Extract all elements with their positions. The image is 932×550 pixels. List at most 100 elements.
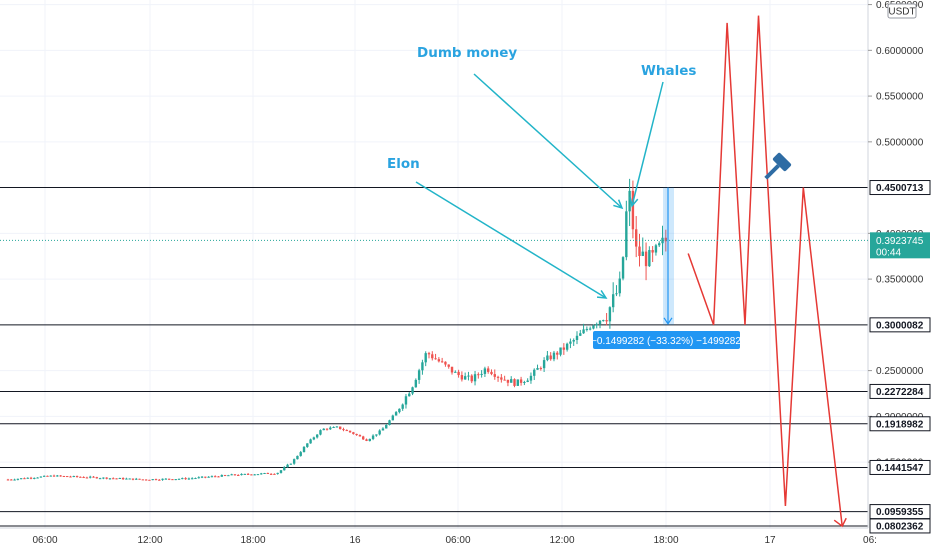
candle-body-106 [355, 433, 358, 436]
candle-body-25 [89, 476, 92, 478]
gavel-handle [764, 164, 780, 180]
countdown-label: 00:44 [876, 247, 901, 258]
candle-body-135 [450, 366, 454, 373]
candle-body-27 [95, 477, 99, 479]
candle-body-99 [332, 426, 335, 428]
candle-body-187 [621, 257, 625, 279]
candle-body-31 [108, 478, 112, 480]
candle-body-176 [585, 328, 589, 330]
candle-body-86 [289, 463, 293, 465]
candle-body-43 [148, 479, 151, 481]
candle-body-124 [414, 379, 418, 388]
candle-body-121 [404, 396, 408, 405]
candle-body-159 [529, 375, 533, 381]
candle-body-45 [154, 479, 158, 481]
candle-body-182 [605, 320, 608, 322]
measure-tool[interactable]: −0.1499282 (−33.32%) −1499282 [591, 187, 741, 349]
candle-body-183 [608, 307, 612, 322]
candle-body-195 [648, 250, 651, 267]
candle-body-192 [638, 246, 641, 256]
measure-arrow-head [663, 317, 673, 325]
time-axis[interactable]: 06:00 12:00 18:00 16 06:00 12:00 18:00 17 06: [0, 527, 877, 550]
candle-body-38 [131, 478, 135, 480]
candle-body-126 [421, 362, 424, 371]
candle-body-32 [112, 478, 115, 480]
candle-body-65 [220, 475, 223, 477]
candle-body-0 [6, 479, 10, 481]
candle-body-179 [595, 324, 598, 326]
candle-body-5 [23, 478, 26, 480]
candle-body-30 [105, 477, 108, 479]
candle-body-94 [315, 434, 319, 438]
candle-body-78 [263, 473, 266, 475]
candle-body-102 [342, 429, 345, 431]
candle-body-152 [506, 379, 510, 383]
candle-body-24 [85, 477, 89, 479]
candle-body-95 [319, 430, 322, 435]
candle-body-47 [161, 478, 164, 480]
level-label: 0.0802362 [876, 521, 924, 532]
candle-body-96 [322, 428, 325, 431]
candle-body-119 [398, 408, 401, 413]
candle-body-199 [661, 237, 664, 244]
candle-body-98 [329, 427, 332, 430]
candle-body-55 [187, 478, 191, 480]
candle-body-57 [194, 478, 197, 480]
candle-body-77 [260, 473, 263, 475]
currency-badge[interactable] [887, 3, 917, 19]
x-tick-label: 17 [764, 535, 776, 546]
grid [0, 0, 871, 528]
projection-path [687, 15, 843, 527]
candle-body-181 [602, 320, 605, 322]
candle-body-40 [138, 478, 141, 480]
candle-body-72 [243, 473, 247, 475]
candle-body-162 [539, 368, 543, 370]
candle-body-109 [365, 439, 368, 441]
candle-body-196 [651, 250, 654, 253]
candle-body-23 [82, 477, 85, 479]
level-label: 0.1918982 [876, 419, 924, 430]
level-label-box [869, 416, 931, 432]
candle-body-81 [273, 473, 276, 475]
candle-body-193 [641, 251, 644, 256]
candle-body-188 [625, 211, 628, 258]
candle-body-85 [286, 464, 289, 468]
candle-body-141 [470, 375, 473, 382]
time-axis-bg [0, 528, 868, 550]
candle-body-153 [510, 379, 513, 383]
candle-body-58 [197, 477, 200, 479]
candle-body-133 [444, 361, 447, 365]
candle-body-64 [217, 476, 220, 478]
candle-body-12 [46, 475, 49, 477]
candle-body-185 [615, 293, 618, 295]
candle-body-166 [552, 352, 556, 360]
candle-body-117 [391, 415, 395, 421]
candle-body-127 [424, 353, 427, 363]
candle-body-172 [572, 340, 575, 342]
candle-body-93 [312, 437, 316, 440]
candle-body-197 [654, 245, 658, 253]
candle-body-131 [437, 359, 441, 362]
candle-body-114 [381, 428, 385, 431]
x-tick-label: 12:00 [137, 535, 162, 546]
candle-body-71 [240, 473, 243, 476]
candles [6, 178, 667, 481]
candle-body-113 [378, 430, 381, 435]
candle-body-191 [634, 229, 638, 247]
candle-body-101 [338, 426, 342, 430]
candle-body-155 [516, 379, 519, 386]
candle-body-169 [562, 347, 566, 350]
level-label-box [869, 459, 931, 475]
candle-body-168 [559, 347, 562, 355]
candle-body-137 [457, 371, 460, 376]
candle-body-156 [519, 379, 523, 383]
annotation-elon: Elon [387, 156, 420, 172]
x-tick-label: 18:00 [240, 535, 265, 546]
candle-body-63 [214, 476, 217, 478]
candle-body-175 [582, 329, 585, 334]
candle-body-11 [42, 475, 46, 477]
candle-body-112 [375, 434, 378, 436]
